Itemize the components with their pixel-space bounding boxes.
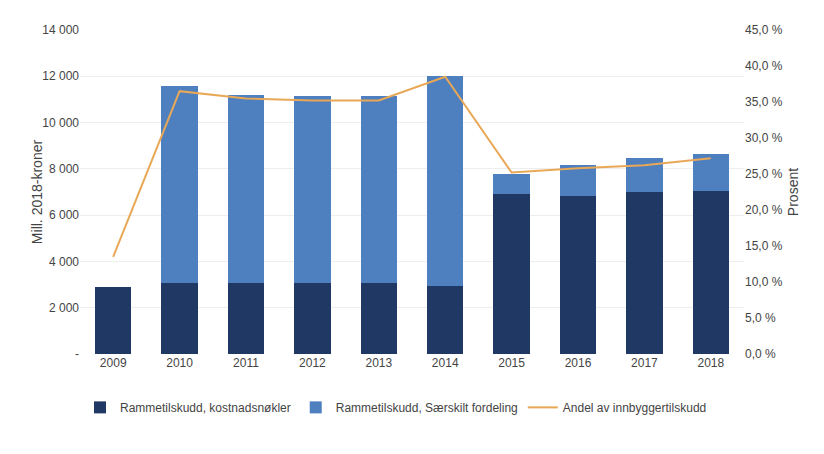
svg-text:Rammetilskudd, Særskilt fordel: Rammetilskudd, Særskilt fordeling [336, 401, 518, 415]
svg-text:5,0 %: 5,0 % [745, 311, 776, 325]
svg-text:Prosent: Prosent [785, 168, 801, 216]
svg-text:35,0 %: 35,0 % [745, 95, 783, 109]
svg-text:45,0 %: 45,0 % [745, 23, 783, 37]
svg-text:2010: 2010 [166, 356, 193, 370]
svg-text:20,0 %: 20,0 % [745, 203, 783, 217]
svg-text:2011: 2011 [233, 356, 259, 370]
svg-text:40,0 %: 40,0 % [745, 59, 783, 73]
svg-text:2014: 2014 [432, 356, 459, 370]
svg-text:30,0 %: 30,0 % [745, 131, 783, 145]
svg-text:15,0 %: 15,0 % [745, 239, 783, 253]
svg-text:2016: 2016 [565, 356, 592, 370]
svg-text:2018: 2018 [697, 356, 724, 370]
svg-text:4 000: 4 000 [49, 255, 79, 269]
svg-text:25,0 %: 25,0 % [745, 167, 783, 181]
svg-text:2017: 2017 [631, 356, 658, 370]
svg-text:6 000: 6 000 [49, 208, 79, 222]
svg-text:12 000: 12 000 [42, 69, 79, 83]
svg-text:10 000: 10 000 [42, 116, 79, 130]
svg-text:2009: 2009 [100, 356, 127, 370]
svg-text:2012: 2012 [299, 356, 326, 370]
svg-text:2015: 2015 [498, 356, 525, 370]
svg-text:Rammetilskudd, kostnadsnøkler: Rammetilskudd, kostnadsnøkler [120, 401, 291, 415]
svg-text:2013: 2013 [365, 356, 392, 370]
svg-text:-: - [75, 347, 79, 361]
svg-text:Mill. 2018-kroner: Mill. 2018-kroner [29, 140, 45, 245]
svg-text:2 000: 2 000 [49, 301, 79, 315]
svg-text:8 000: 8 000 [49, 162, 79, 176]
svg-text:0,0 %: 0,0 % [745, 347, 776, 361]
svg-text:14 000: 14 000 [42, 23, 79, 37]
svg-text:10,0 %: 10,0 % [745, 275, 783, 289]
svg-text:Andel av innbyggertilskudd: Andel av innbyggertilskudd [563, 401, 706, 415]
